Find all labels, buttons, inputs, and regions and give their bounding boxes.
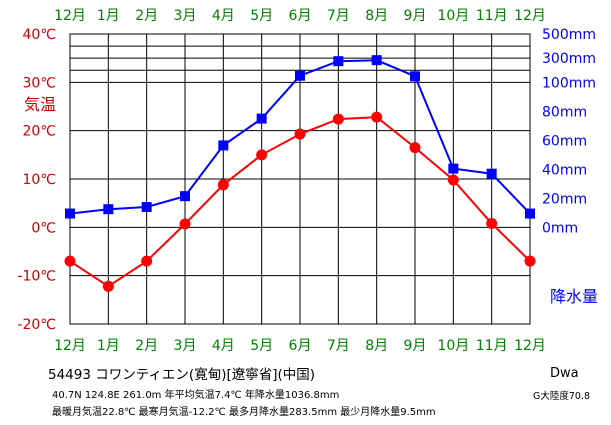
month-label-top: 3月	[174, 8, 197, 24]
precip-tick-label: 0mm	[542, 220, 578, 236]
month-label-bottom: 7月	[327, 338, 350, 354]
month-label-bottom: 5月	[250, 338, 273, 354]
continentality: G大陸度70.8	[533, 391, 591, 402]
precipitation-point	[103, 204, 114, 215]
temperature-point	[409, 142, 421, 154]
precipitation-point	[448, 163, 459, 174]
temp-tick-label: -20℃	[17, 317, 56, 333]
month-label-bottom: 2月	[135, 338, 158, 354]
precip-tick-label: 40mm	[542, 162, 587, 178]
precipitation-point	[218, 140, 229, 151]
precipitation-point	[141, 202, 152, 213]
temp-tick-label: 20℃	[22, 124, 56, 140]
precipitation-point	[256, 113, 267, 124]
month-label-top: 8月	[365, 8, 388, 24]
temp-tick-label: 10℃	[22, 172, 56, 188]
precipitation-point	[180, 191, 190, 202]
month-label-top: 11月	[476, 8, 508, 24]
precip-tick-label: 20mm	[542, 191, 587, 207]
temp-tick-label: 0℃	[31, 220, 56, 236]
temperature-point	[524, 255, 536, 267]
station-extremes: 最暖月気温22.8℃ 最寒月気温-12.2℃ 最多月降水量283.5mm 最少月…	[52, 407, 436, 418]
precip-tick-label: 300mm	[542, 51, 596, 67]
temperature-point	[141, 255, 153, 267]
month-label-bottom: 9月	[404, 338, 427, 354]
month-label-top: 7月	[327, 8, 350, 24]
month-label-top: 2月	[135, 8, 158, 24]
month-label-top: 9月	[404, 8, 427, 24]
precipitation-point	[333, 56, 344, 67]
precipitation-point	[295, 70, 305, 81]
precipitation-point	[410, 71, 420, 82]
month-label-top: 4月	[212, 8, 235, 24]
temperature-point	[64, 255, 76, 267]
precip-tick-label: 60mm	[542, 133, 587, 149]
month-label-bottom: 12月	[514, 338, 546, 354]
precipitation-point	[486, 168, 497, 179]
temperature-point	[256, 149, 268, 161]
month-label-top: 12月	[54, 8, 86, 24]
month-label-bottom: 3月	[174, 338, 197, 354]
temperature-point	[447, 174, 459, 186]
month-label-bottom: 4月	[212, 338, 235, 354]
data-series	[64, 55, 536, 292]
month-label-bottom: 10月	[437, 338, 469, 354]
temperature-point	[486, 217, 498, 229]
temp-tick-label: 30℃	[22, 75, 56, 91]
month-label-top: 10月	[437, 8, 469, 24]
temperature-point	[371, 111, 383, 123]
temp-axis-title: 気温	[24, 95, 56, 114]
precipitation-point	[371, 55, 382, 66]
temp-tick-label: -10℃	[17, 269, 56, 285]
temp-tick-label: 40℃	[22, 27, 56, 43]
month-label-bottom: 11月	[476, 338, 508, 354]
temperature-point	[217, 179, 229, 191]
month-label-top: 12月	[514, 8, 546, 24]
precip-tick-label: 100mm	[542, 75, 596, 91]
temperature-point	[294, 128, 306, 140]
precipitation-point	[65, 208, 75, 219]
climate-class: Dwa	[550, 366, 579, 381]
station-coords: 40.7N 124.8E 261.0m 年平均気温7.4℃ 年降水量1036.8…	[52, 390, 340, 401]
month-label-bottom: 12月	[54, 338, 86, 354]
temperature-point	[102, 280, 114, 292]
temperature-point	[179, 218, 191, 230]
month-label-bottom: 8月	[365, 338, 388, 354]
month-label-top: 6月	[289, 8, 312, 24]
axis-tick-labels: 12月 12月 1月 1月 2月 2月 3月 3月 4月 4月 5月 5月 6月 6月 7月 7月 8月 8月 9月…	[17, 8, 596, 354]
precip-tick-label: 500mm	[542, 27, 596, 43]
month-label-top: 1月	[97, 8, 120, 24]
precipitation-point	[525, 208, 535, 219]
temperature-point	[332, 113, 344, 125]
month-label-top: 5月	[250, 8, 273, 24]
precip-tick-label: 80mm	[542, 104, 587, 120]
precip-axis-title: 降水量	[550, 287, 598, 306]
month-label-bottom: 6月	[289, 338, 312, 354]
station-title: 54493 コワンティエン(寛甸)[遼寧省](中国)	[48, 367, 316, 383]
month-label-bottom: 1月	[97, 338, 120, 354]
